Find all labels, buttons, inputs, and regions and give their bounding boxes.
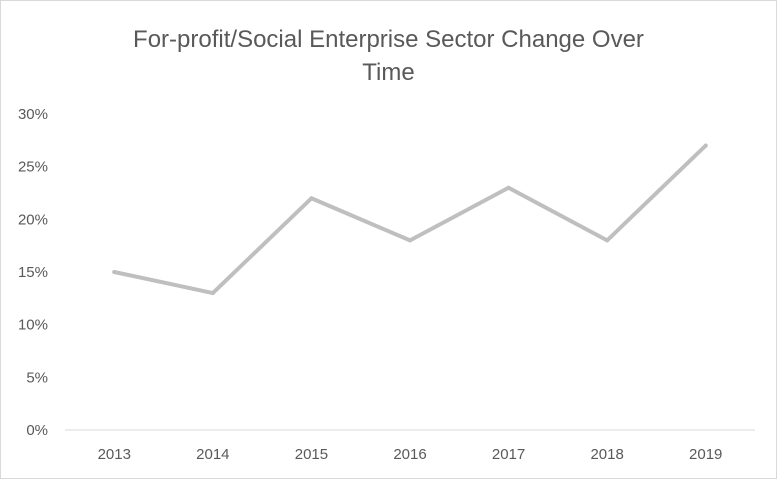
series-line bbox=[112, 143, 708, 296]
data-point bbox=[408, 238, 412, 243]
data-point bbox=[506, 185, 511, 190]
y-tick-label: 10% bbox=[18, 317, 48, 334]
x-axis-labels: 2013 2014 2015 2016 2017 2018 2019 bbox=[98, 446, 723, 463]
data-point bbox=[703, 143, 708, 148]
y-tick-label: 30% bbox=[18, 106, 48, 123]
data-point bbox=[309, 196, 314, 201]
y-tick-label: 25% bbox=[18, 159, 48, 176]
data-point bbox=[210, 291, 215, 296]
y-axis-labels: 0% 5% 10% 15% 20% 25% 30% bbox=[18, 106, 48, 439]
x-tick-label: 2019 bbox=[689, 446, 722, 463]
x-tick-label: 2015 bbox=[295, 446, 328, 463]
y-tick-label: 0% bbox=[26, 422, 48, 439]
chart-title: For-profit/Social Enterprise Sector Chan… bbox=[1, 23, 776, 89]
series-layer bbox=[112, 143, 708, 296]
y-tick-label: 5% bbox=[26, 369, 48, 386]
x-tick-label: 2017 bbox=[492, 446, 525, 463]
x-tick-label: 2014 bbox=[196, 446, 229, 463]
y-tick-label: 20% bbox=[18, 211, 48, 228]
x-tick-label: 2018 bbox=[590, 446, 623, 463]
chart-title-line-2: Time bbox=[362, 59, 415, 86]
data-point bbox=[112, 270, 117, 274]
y-tick-label: 15% bbox=[18, 264, 48, 281]
data-point bbox=[605, 238, 610, 243]
x-tick-label: 2013 bbox=[98, 446, 131, 463]
x-tick-label: 2016 bbox=[393, 446, 426, 463]
chart-title-line-1: For-profit/Social Enterprise Sector Chan… bbox=[133, 26, 644, 53]
